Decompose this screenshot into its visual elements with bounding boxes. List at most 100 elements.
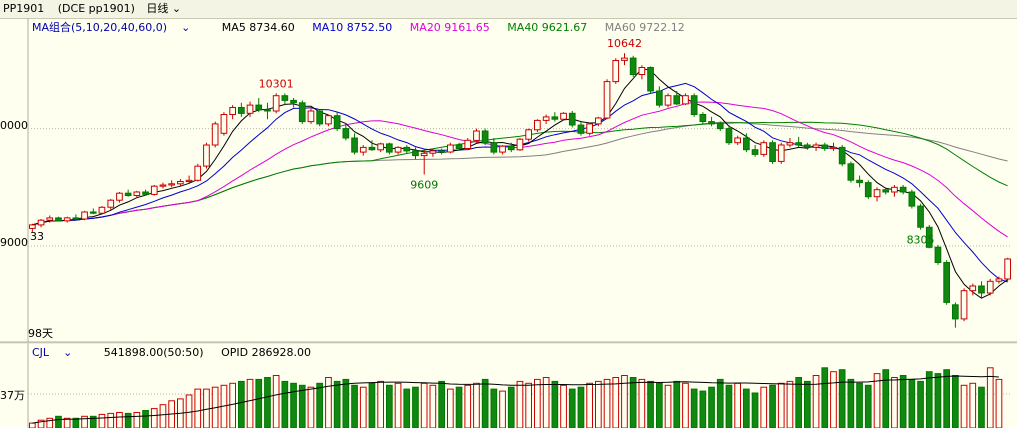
candle-body	[255, 104, 263, 111]
volume-bar	[708, 386, 715, 428]
volume-bar	[769, 384, 776, 428]
candle-body	[812, 144, 820, 148]
contract-label: (DCE pp1901)	[57, 2, 135, 15]
volume-bar	[29, 422, 36, 428]
candle-body	[298, 102, 306, 123]
volume-bar	[72, 417, 80, 428]
candle-body	[272, 95, 280, 112]
volume-bar	[473, 382, 480, 428]
candle-body	[386, 143, 393, 153]
candle-body	[925, 226, 933, 248]
candle-body	[447, 144, 454, 153]
ma20-value: MA20 9161.65	[409, 21, 490, 34]
volume-bar	[925, 371, 933, 428]
candle-body	[238, 107, 245, 114]
volume-bar	[377, 380, 384, 428]
ma10-value: MA10 8752.50	[312, 21, 393, 34]
period-selector[interactable]: 日线 ⌄	[146, 0, 181, 18]
volume-bar	[716, 378, 724, 428]
volume-bar	[560, 384, 567, 428]
candle-body	[107, 199, 115, 208]
candle-body	[960, 290, 968, 320]
volume-bar	[420, 382, 428, 428]
candle-body	[995, 278, 1003, 282]
volume-bar	[46, 417, 54, 428]
candle-body	[159, 184, 167, 187]
volume-bar	[621, 375, 628, 428]
candle-body	[725, 128, 733, 144]
volume-bar	[107, 412, 115, 428]
candle-body	[629, 57, 637, 75]
volume-bar	[342, 378, 350, 428]
volume-bar	[298, 384, 306, 428]
candle-body	[838, 146, 846, 165]
candle-body	[412, 150, 419, 157]
volume-bar	[734, 382, 741, 428]
candle-body	[734, 137, 741, 144]
candle-body	[943, 262, 950, 303]
symbol-label: PP1901	[3, 2, 45, 15]
candle-body	[359, 146, 367, 153]
candle-body	[98, 206, 106, 214]
candle-body	[89, 211, 97, 214]
chart-header: PP1901 (DCE pp1901) 日线 ⌄	[0, 0, 1017, 19]
volume-bar	[603, 378, 611, 428]
volume-bar	[438, 380, 445, 428]
ma-group-label: MA组合(5,10,20,40,60,0)	[32, 21, 168, 34]
candle-body	[786, 142, 794, 146]
candle-body	[577, 124, 585, 134]
candle-body	[551, 116, 559, 120]
candle-body	[464, 139, 472, 150]
volume-bar	[838, 369, 846, 428]
volume-bar	[368, 382, 376, 428]
candle-body	[934, 246, 942, 263]
candle-body	[142, 191, 149, 195]
ma20-line	[32, 101, 1008, 238]
price-label-high1: 10301	[259, 77, 294, 90]
volume-bar	[325, 377, 332, 428]
volume-bar	[647, 380, 654, 428]
candle-body	[333, 115, 341, 130]
price-label-high2: 10642	[607, 37, 642, 50]
volume-indicator-selector[interactable]: CJL ⌄	[32, 345, 86, 361]
volume-bar	[699, 390, 707, 428]
volume-bar	[351, 384, 358, 428]
candle-body	[777, 144, 785, 162]
volume-bar	[952, 375, 959, 428]
candle-body	[534, 119, 541, 131]
candle-body	[63, 217, 71, 222]
volume-bar	[864, 384, 872, 428]
volume-bar	[882, 369, 890, 428]
candle-body	[229, 107, 237, 115]
candle-body	[595, 117, 602, 125]
candle-body	[638, 67, 646, 75]
candle-body	[899, 186, 907, 193]
volume-bar	[290, 382, 297, 428]
volume-bar	[656, 382, 663, 428]
candle-body	[891, 186, 898, 193]
volume-bar	[568, 388, 576, 428]
ma5-value: MA5 8734.60	[221, 21, 295, 34]
volume-bar	[751, 392, 759, 428]
ma-group-selector[interactable]: MA组合(5,10,20,40,60,0) ⌄	[32, 20, 204, 36]
candle-body	[220, 114, 228, 134]
ma40-line	[32, 121, 1008, 226]
candle-body	[281, 95, 289, 101]
candle-body	[586, 123, 593, 134]
volume-bar	[142, 410, 149, 428]
candle-body	[455, 144, 463, 149]
volume-bar	[37, 419, 45, 428]
candle-body	[177, 181, 184, 185]
candle-body	[917, 205, 924, 228]
candle-body	[908, 191, 916, 207]
volume-bar	[447, 388, 454, 428]
volume-legend: CJL ⌄ 541898.00(50:50) OPID 286928.00	[32, 345, 325, 361]
candle-body	[325, 115, 332, 125]
volume-bar	[934, 373, 942, 428]
volume-bar	[255, 378, 263, 428]
candle-body	[647, 67, 654, 92]
volume-bar	[507, 386, 515, 428]
candle-body	[246, 104, 254, 114]
volume-bar	[777, 382, 785, 428]
